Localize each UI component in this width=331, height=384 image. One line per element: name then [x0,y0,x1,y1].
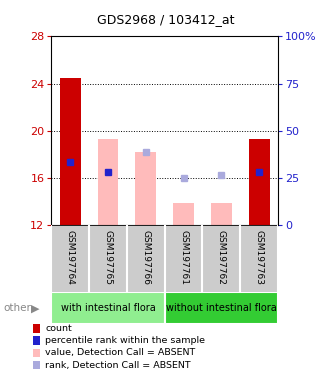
Bar [165,292,278,324]
Bar [51,292,165,324]
Text: GSM197763: GSM197763 [255,230,264,285]
Text: GSM197766: GSM197766 [141,230,150,285]
Text: value, Detection Call = ABSENT: value, Detection Call = ABSENT [45,348,196,358]
Bar [211,204,232,225]
Bar [173,204,194,225]
Bar [249,139,269,225]
Bar [135,152,156,225]
Text: ▶: ▶ [31,303,40,313]
Bar [60,78,80,225]
Text: without intestinal flora: without intestinal flora [166,303,277,313]
Text: GSM197764: GSM197764 [66,230,75,285]
Text: GSM197762: GSM197762 [217,230,226,285]
Text: percentile rank within the sample: percentile rank within the sample [45,336,205,345]
Text: GDS2968 / 103412_at: GDS2968 / 103412_at [97,13,234,26]
Text: rank, Detection Call = ABSENT: rank, Detection Call = ABSENT [45,361,191,370]
Text: GSM197761: GSM197761 [179,230,188,285]
Text: count: count [45,324,72,333]
Text: with intestinal flora: with intestinal flora [61,303,155,313]
Bar [98,139,118,225]
Text: other: other [3,303,31,313]
Text: GSM197765: GSM197765 [104,230,113,285]
